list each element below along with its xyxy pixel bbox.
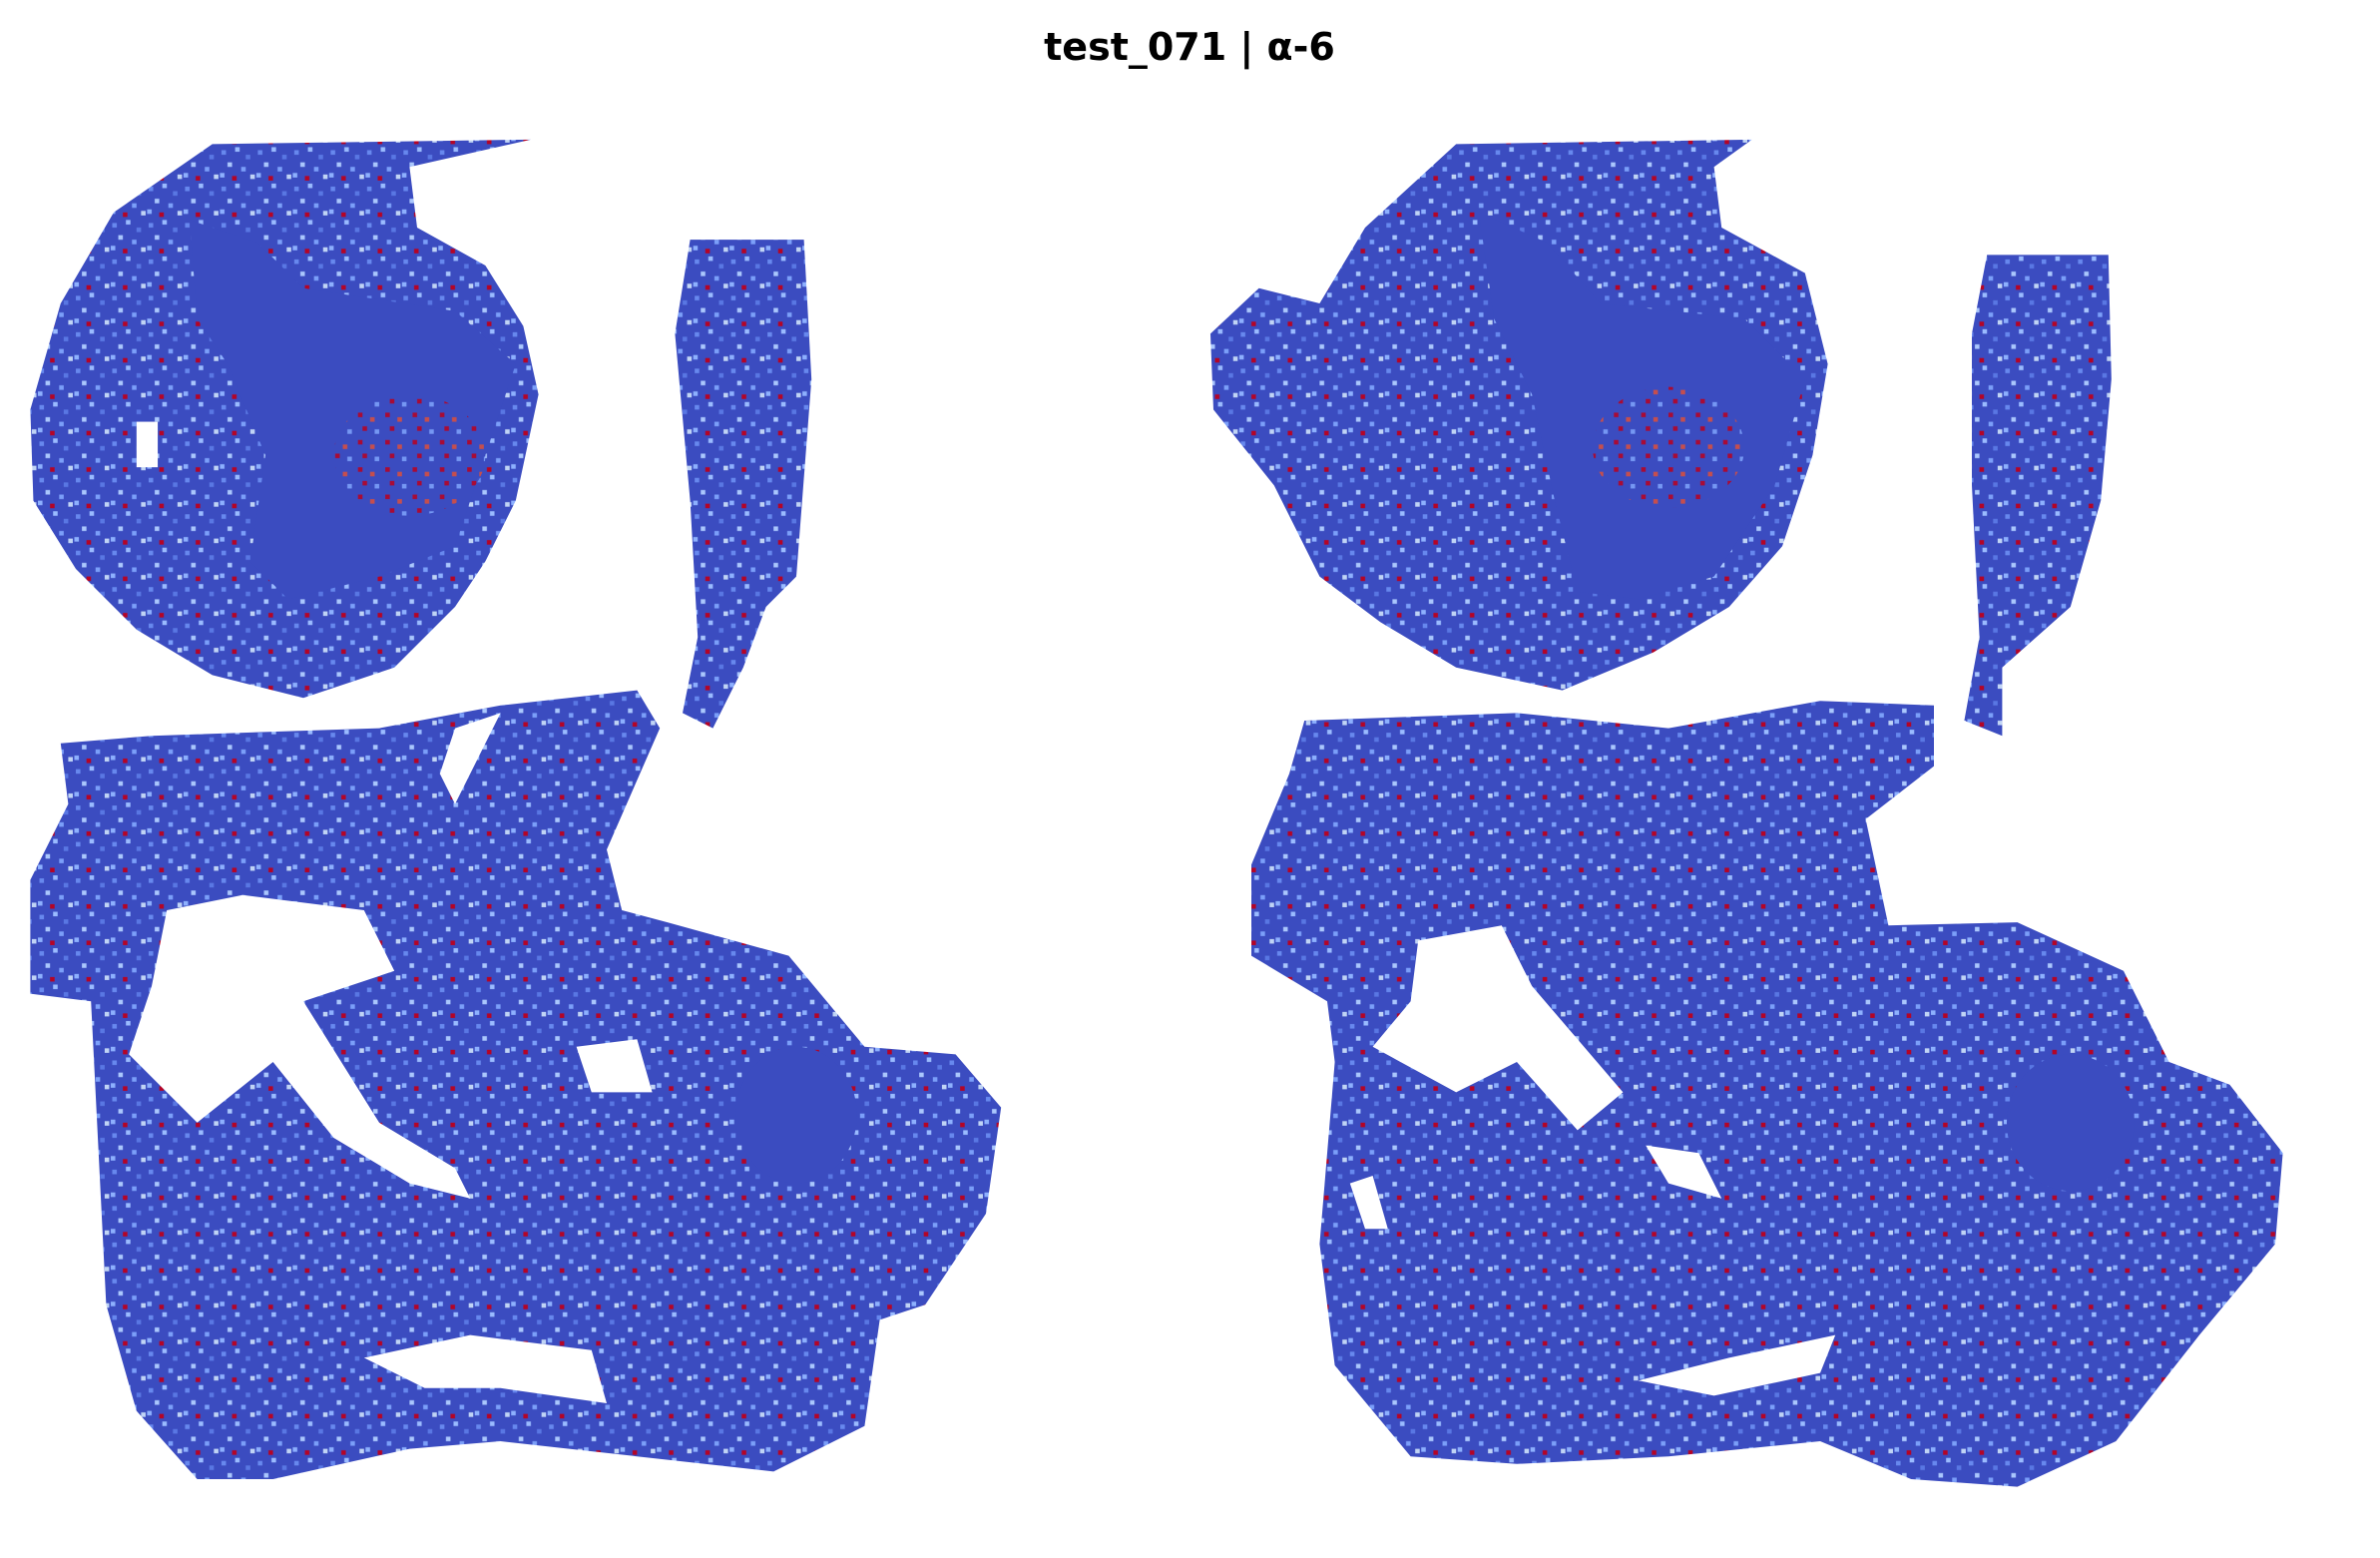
figure-title: test_071 | α-6 — [1044, 25, 1335, 70]
left-panel — [30, 139, 1002, 1479]
hole — [1372, 925, 1624, 1131]
hot-spot — [1593, 386, 1744, 509]
hot-spot — [333, 394, 486, 516]
hole — [129, 894, 471, 1199]
hole — [363, 1334, 607, 1403]
hole — [1646, 1145, 1722, 1199]
tissue-region — [1251, 701, 2283, 1487]
panels — [30, 139, 2283, 1487]
dense-region — [735, 1046, 857, 1184]
hole — [1349, 1176, 1388, 1230]
hole — [439, 713, 501, 804]
hole — [136, 421, 159, 468]
hole — [1638, 1334, 1836, 1396]
hole — [576, 1039, 653, 1093]
right-panel — [1209, 139, 2283, 1487]
tissue-region — [1964, 255, 2112, 737]
tissue-region — [30, 690, 1002, 1479]
dense-region — [2006, 1054, 2135, 1192]
tissue-region — [675, 240, 812, 729]
